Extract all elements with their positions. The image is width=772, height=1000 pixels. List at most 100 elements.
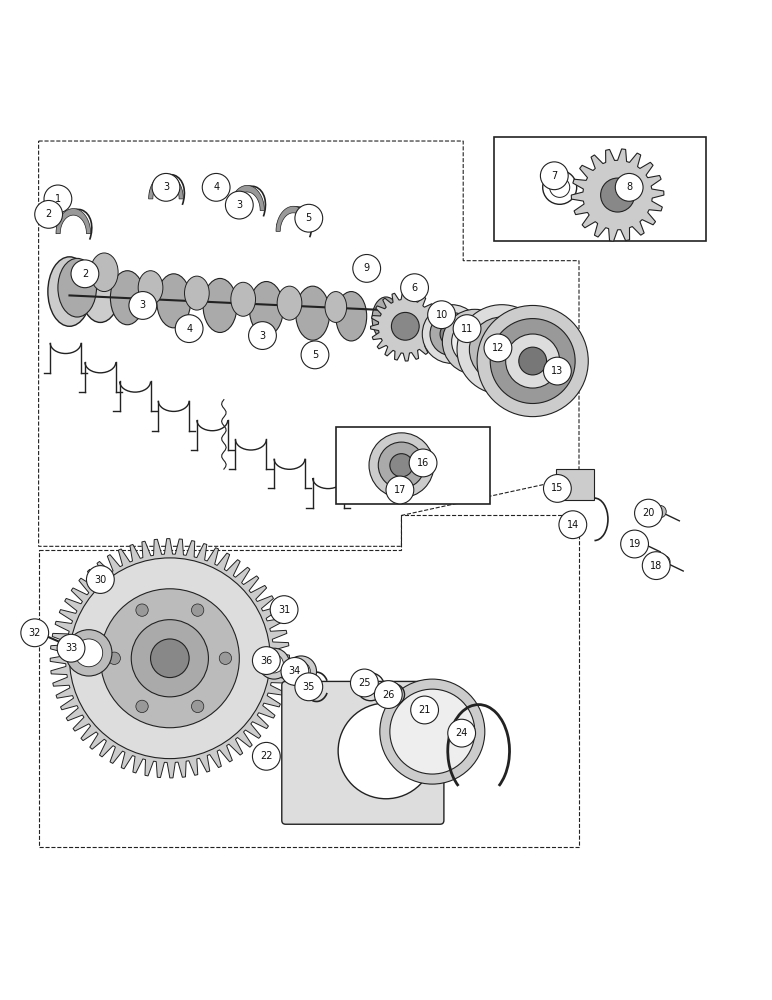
Circle shape <box>457 305 547 394</box>
Circle shape <box>71 260 99 288</box>
Ellipse shape <box>157 274 191 328</box>
Ellipse shape <box>110 271 144 325</box>
Circle shape <box>390 454 413 477</box>
Circle shape <box>477 305 588 417</box>
Circle shape <box>453 315 481 343</box>
Ellipse shape <box>277 286 302 320</box>
Text: 16: 16 <box>417 458 429 468</box>
Ellipse shape <box>231 282 256 316</box>
Polygon shape <box>571 149 664 241</box>
Circle shape <box>506 334 560 388</box>
Circle shape <box>219 652 232 664</box>
Text: 3: 3 <box>259 331 266 341</box>
Circle shape <box>484 334 512 362</box>
Text: 17: 17 <box>394 485 406 495</box>
Circle shape <box>658 556 670 568</box>
Text: 3: 3 <box>163 182 169 192</box>
Bar <box>494 137 706 241</box>
Circle shape <box>559 511 587 539</box>
Ellipse shape <box>249 282 283 336</box>
Text: 5: 5 <box>306 213 312 223</box>
Text: 6: 6 <box>411 283 418 293</box>
Circle shape <box>175 315 203 343</box>
Ellipse shape <box>185 276 209 310</box>
Circle shape <box>642 552 670 580</box>
Circle shape <box>86 566 114 593</box>
Circle shape <box>270 596 298 624</box>
Circle shape <box>378 442 425 488</box>
Circle shape <box>281 657 309 685</box>
Text: 7: 7 <box>551 171 557 181</box>
Circle shape <box>292 662 310 681</box>
Circle shape <box>252 647 280 674</box>
Text: 36: 36 <box>260 656 273 666</box>
Circle shape <box>543 475 571 502</box>
Polygon shape <box>56 209 90 234</box>
Circle shape <box>486 334 517 365</box>
Text: 10: 10 <box>435 310 448 320</box>
Circle shape <box>380 679 485 784</box>
Text: 9: 9 <box>364 263 370 273</box>
Circle shape <box>440 322 463 346</box>
Ellipse shape <box>372 297 400 340</box>
Circle shape <box>350 669 378 697</box>
Text: 12: 12 <box>492 343 504 353</box>
Circle shape <box>430 312 473 356</box>
Bar <box>336 427 490 504</box>
Circle shape <box>409 449 437 477</box>
Ellipse shape <box>81 261 120 322</box>
Circle shape <box>543 357 571 385</box>
Polygon shape <box>371 292 440 361</box>
Text: 32: 32 <box>29 628 41 638</box>
Circle shape <box>191 604 204 616</box>
Text: 35: 35 <box>303 682 315 692</box>
Text: 4: 4 <box>186 324 192 334</box>
Circle shape <box>191 700 204 713</box>
Text: 11: 11 <box>461 324 473 334</box>
Circle shape <box>452 319 498 365</box>
Circle shape <box>353 255 381 282</box>
Circle shape <box>422 305 481 363</box>
Ellipse shape <box>203 278 237 332</box>
Circle shape <box>75 639 103 667</box>
Circle shape <box>151 639 189 678</box>
Circle shape <box>369 433 434 498</box>
Circle shape <box>100 589 239 728</box>
Circle shape <box>601 178 635 212</box>
Text: 14: 14 <box>567 520 579 530</box>
Circle shape <box>374 681 402 708</box>
Text: 34: 34 <box>289 666 301 676</box>
Circle shape <box>654 505 666 518</box>
Circle shape <box>390 689 475 774</box>
Circle shape <box>411 696 438 724</box>
Polygon shape <box>276 206 310 231</box>
Circle shape <box>540 162 568 190</box>
Text: 2: 2 <box>82 269 88 279</box>
Text: 18: 18 <box>650 561 662 571</box>
Circle shape <box>295 673 323 701</box>
Text: 22: 22 <box>260 751 273 761</box>
Text: 25: 25 <box>358 678 371 688</box>
Circle shape <box>57 634 85 662</box>
Text: 26: 26 <box>382 690 394 700</box>
Text: 19: 19 <box>628 539 641 549</box>
Text: 1: 1 <box>55 194 61 204</box>
Text: 3: 3 <box>140 300 146 310</box>
Text: 4: 4 <box>213 182 219 192</box>
Text: 5: 5 <box>312 350 318 360</box>
Ellipse shape <box>58 258 96 317</box>
Text: 3: 3 <box>236 200 242 210</box>
Text: 31: 31 <box>278 605 290 615</box>
Text: 20: 20 <box>642 508 655 518</box>
Bar <box>556 469 594 500</box>
Text: 24: 24 <box>455 728 468 738</box>
Ellipse shape <box>90 253 118 292</box>
Bar <box>32 627 47 644</box>
Circle shape <box>295 204 323 232</box>
Circle shape <box>401 274 428 302</box>
Ellipse shape <box>336 292 367 341</box>
Circle shape <box>338 703 434 799</box>
Ellipse shape <box>325 292 347 322</box>
Circle shape <box>249 322 276 349</box>
Text: 21: 21 <box>418 705 431 715</box>
